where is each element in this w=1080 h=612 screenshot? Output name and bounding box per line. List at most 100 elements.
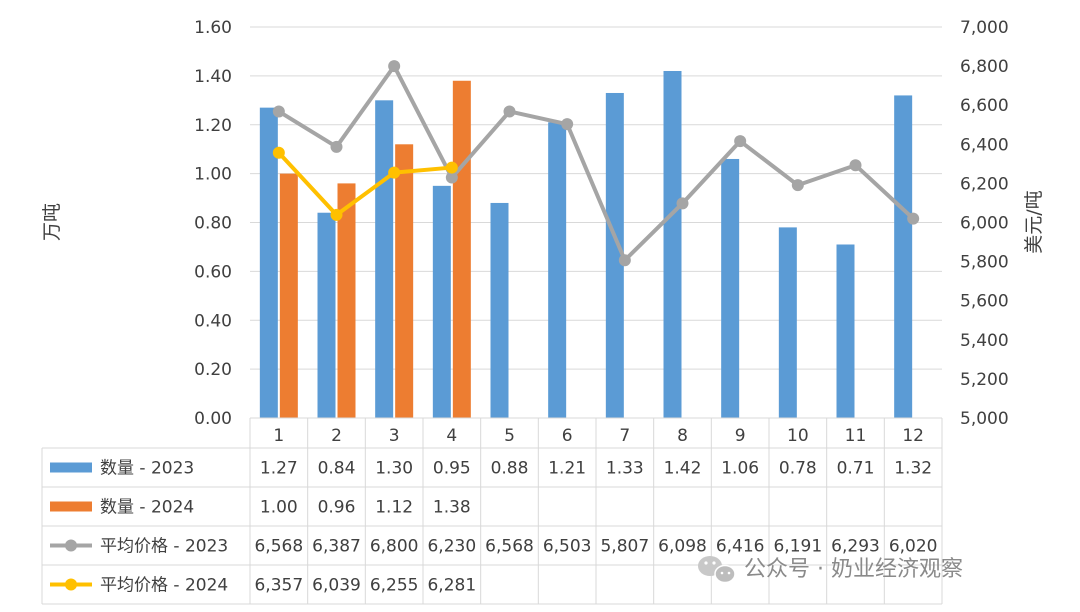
category-label: 8 — [677, 426, 688, 446]
bar-2023 — [894, 95, 913, 419]
data-cell: 6,098 — [658, 537, 707, 557]
data-cell: 0.71 — [837, 459, 875, 479]
bar-2023 — [548, 122, 567, 419]
bar-2024 — [452, 80, 471, 418]
right-axis: 5,000 5,200 5,400 5,600 5,800 6,000 6,200 6,400… — [960, 18, 1009, 429]
bars — [259, 70, 913, 419]
right-tick-label: 5,600 — [960, 292, 1009, 312]
data-cell: 6,255 — [370, 576, 419, 596]
data-cell: 6,230 — [427, 537, 476, 557]
category-label: 1 — [273, 426, 284, 446]
data-cell: 0.78 — [779, 459, 817, 479]
price-line-2023 — [277, 64, 915, 263]
watermark: 公众号 · 奶业经济观察 — [698, 556, 963, 584]
price-point-2023 — [791, 179, 804, 192]
data-cell: 6,281 — [427, 576, 476, 596]
right-tick-label: 6,200 — [960, 174, 1009, 194]
left-tick-label: 1.60 — [194, 18, 232, 38]
bar-2023 — [490, 202, 509, 418]
price-point-2023 — [907, 212, 920, 225]
lines — [272, 60, 920, 267]
left-tick-label: 1.40 — [194, 67, 232, 87]
data-cell: 1.32 — [894, 459, 932, 479]
category-label: 9 — [735, 426, 746, 446]
data-cell: 6,387 — [312, 537, 361, 557]
bar-2023 — [375, 100, 394, 418]
category-label: 2 — [331, 426, 342, 446]
price-point-2023 — [561, 118, 574, 131]
left-tick-label: 0.00 — [194, 409, 232, 429]
bar-2023 — [605, 92, 624, 418]
left-axis: 0.00 0.20 0.40 0.60 0.80 1.00 1.20 1.40 1.60 — [194, 18, 232, 429]
price-point-2024 — [330, 208, 343, 221]
legend-label: 数量 - 2024 — [100, 498, 194, 518]
left-tick-label: 0.20 — [194, 360, 232, 380]
category-label: 10 — [787, 426, 809, 446]
data-cell: 6,503 — [543, 537, 592, 557]
wechat-icon — [698, 556, 736, 584]
data-cell: 1.21 — [548, 459, 586, 479]
left-tick-label: 0.80 — [194, 214, 232, 234]
bar-2024 — [395, 144, 414, 419]
left-tick-label: 0.40 — [194, 311, 232, 331]
price-point-2023 — [734, 135, 747, 148]
data-cell: 6,800 — [370, 537, 419, 557]
price-point-2023 — [272, 105, 285, 118]
data-cell: 1.06 — [721, 459, 759, 479]
data-cell: 1.38 — [433, 498, 471, 518]
category-label: 3 — [389, 426, 400, 446]
category-label: 12 — [902, 426, 924, 446]
category-label: 6 — [562, 426, 573, 446]
bar-2023 — [778, 227, 797, 418]
bar-2023 — [259, 107, 278, 419]
gridlines — [250, 26, 942, 419]
watermark-text: 公众号 · 奶业经济观察 — [744, 557, 963, 582]
legend-label: 平均价格 - 2024 — [100, 576, 228, 596]
category-label: 5 — [504, 426, 515, 446]
data-cell: 1.42 — [664, 459, 702, 479]
bar-2024 — [279, 173, 298, 418]
data-cell: 6,357 — [254, 576, 303, 596]
right-axis-title: 美元/吨 — [1023, 190, 1045, 253]
price-point-2023 — [676, 197, 689, 210]
left-tick-label: 1.20 — [194, 116, 232, 136]
right-tick-label: 7,000 — [960, 18, 1009, 38]
legend-marker — [65, 578, 77, 591]
data-cell: 6,568 — [254, 537, 303, 557]
data-cell: 1.30 — [375, 459, 413, 479]
price-point-2023 — [388, 60, 401, 73]
bar-2023 — [663, 70, 682, 419]
data-cell: 1.12 — [375, 498, 413, 518]
right-tick-label: 6,000 — [960, 214, 1009, 234]
legend-label: 平均价格 - 2023 — [100, 537, 228, 557]
right-tick-label: 6,800 — [960, 57, 1009, 77]
data-cell: 5,807 — [600, 537, 649, 557]
data-cell: 6,191 — [773, 537, 822, 557]
legend-swatch — [50, 501, 92, 512]
left-tick-label: 1.00 — [194, 165, 232, 185]
data-cell: 6,039 — [312, 576, 361, 596]
price-point-2023 — [503, 105, 516, 118]
price-line-2024 — [277, 151, 453, 217]
right-tick-label: 5,000 — [960, 409, 1009, 429]
right-tick-label: 6,600 — [960, 96, 1009, 116]
right-tick-label: 6,400 — [960, 135, 1009, 155]
price-point-2024 — [445, 161, 458, 174]
right-tick-label: 5,200 — [960, 370, 1009, 390]
price-point-2024 — [272, 146, 285, 159]
bar-2024 — [337, 183, 356, 418]
category-label: 7 — [619, 426, 630, 446]
price-point-2023 — [849, 159, 862, 172]
data-cell: 6,416 — [716, 537, 765, 557]
bar-2023 — [317, 212, 336, 418]
legend-marker — [65, 539, 77, 552]
price-point-2023 — [618, 254, 631, 267]
data-cell: 0.95 — [433, 459, 471, 479]
bar-2023 — [432, 185, 451, 418]
data-cell: 1.00 — [260, 498, 298, 518]
price-point-2023 — [445, 171, 458, 184]
legend-label: 数量 - 2023 — [100, 459, 194, 479]
bar-2023 — [721, 158, 740, 418]
data-cell: 0.88 — [491, 459, 529, 479]
